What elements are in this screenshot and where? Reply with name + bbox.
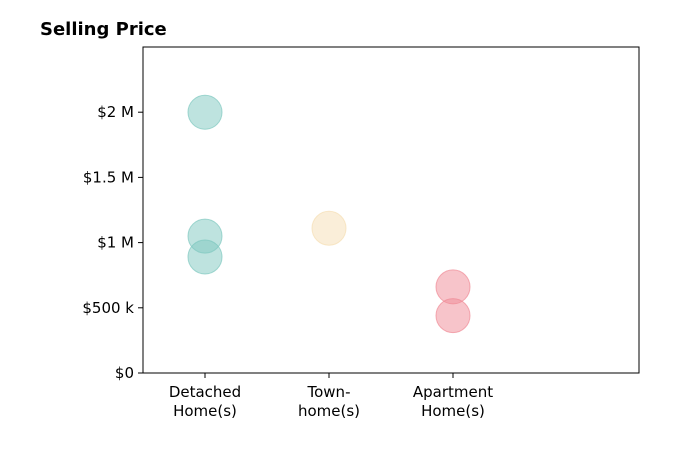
- y-tick-label: $500 k: [82, 299, 134, 317]
- data-point-0-2: [187, 239, 223, 275]
- y-tick-label: $1.5 M: [83, 168, 134, 186]
- data-point-0-0: [187, 94, 223, 130]
- data-point-2-1: [435, 298, 471, 334]
- x-tick-label: Apartment Home(s): [413, 383, 493, 420]
- plot-frame: [142, 46, 640, 374]
- y-tick-label: $0: [115, 364, 134, 382]
- data-point-1-0: [311, 210, 347, 246]
- x-tick-label: Detached Home(s): [169, 383, 241, 420]
- axes: $0 $500 k $1 M $1.5 M $2 M Detached Home(s) Tow…: [82, 103, 493, 420]
- y-tick-label: $2 M: [97, 103, 134, 121]
- x-tick-label: Town-home(s): [298, 383, 360, 420]
- chart-title: Selling Price: [40, 19, 167, 40]
- plot-area: [187, 94, 471, 334]
- y-tick-label: $1 M: [97, 234, 134, 252]
